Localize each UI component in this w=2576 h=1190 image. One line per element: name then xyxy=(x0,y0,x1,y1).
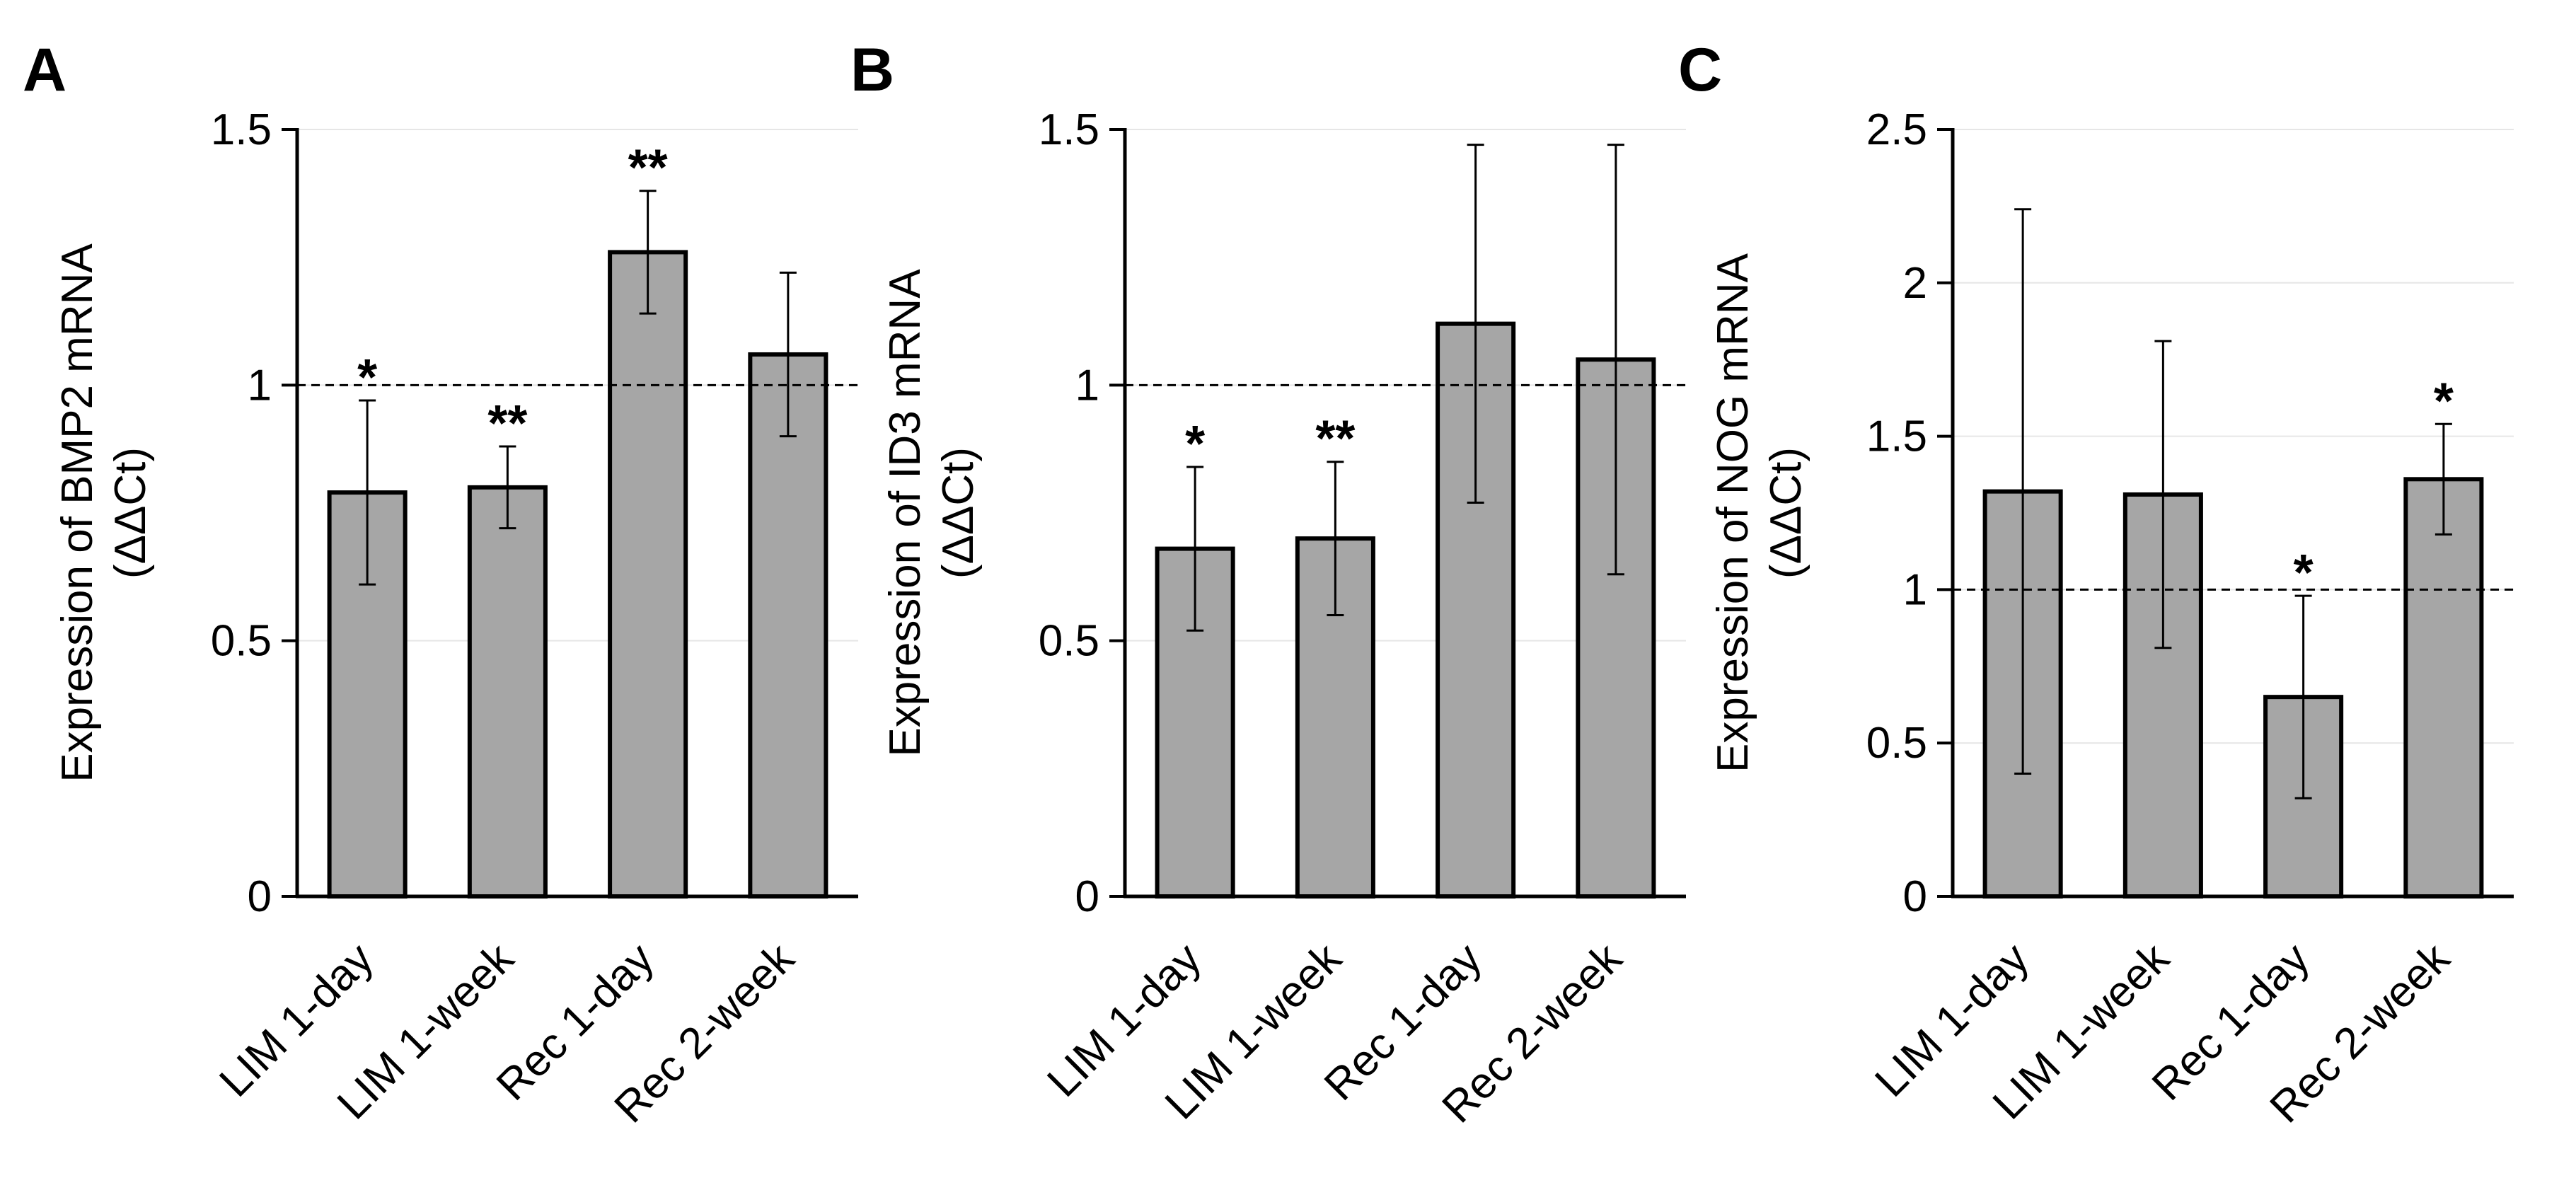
y-tick-label: 0.5 xyxy=(1039,617,1099,666)
bar xyxy=(467,485,548,899)
panel-letter: C xyxy=(1678,36,1722,104)
y-tick-label: 1 xyxy=(248,361,272,410)
y-tick-label: 0 xyxy=(1075,872,1099,921)
significance-label: ** xyxy=(628,140,668,197)
panel-letter: A xyxy=(23,36,67,104)
y-tick-label: 0.5 xyxy=(211,617,272,666)
bar xyxy=(608,250,688,899)
y-tick-label: 1.5 xyxy=(211,105,272,154)
panel-c: C 0 0.5 1 1.5 2 2.5 Expression of NOG mRNA (ΔΔCt… xyxy=(1678,36,2514,1132)
significance-label: * xyxy=(357,350,377,406)
panel-letter: B xyxy=(850,36,894,104)
y-tick-label: 1.5 xyxy=(1866,412,1927,461)
y-axis-title-line2: (ΔΔCt) xyxy=(1762,447,1810,579)
y-tick-label: 1.5 xyxy=(1039,105,1099,154)
y-tick-label: 1 xyxy=(1075,361,1099,410)
significance-label: ** xyxy=(487,395,527,452)
bar xyxy=(2403,477,2484,899)
y-axis-title-line1: Expression of NOG mRNA xyxy=(1709,253,1757,773)
y-tick-label: 1 xyxy=(1903,565,1927,614)
significance-label: * xyxy=(2434,373,2454,429)
bar xyxy=(1155,546,1235,899)
y-tick-label: 0.5 xyxy=(1866,719,1927,768)
y-axis-title-line1: Expression of ID3 mRNA xyxy=(881,269,930,757)
y-tick-label: 0 xyxy=(1903,872,1927,921)
y-axis-title-line1: Expression of BMP2 mRNA xyxy=(53,243,102,782)
significance-label: ** xyxy=(1315,411,1355,468)
significance-label: * xyxy=(1185,416,1205,473)
y-tick-label: 2 xyxy=(1903,259,1927,308)
significance-label: * xyxy=(2294,545,2314,601)
y-tick-label: 2.5 xyxy=(1866,105,1927,154)
y-axis-title-line2: (ΔΔCt) xyxy=(106,447,155,579)
y-axis-title-line2: (ΔΔCt) xyxy=(934,447,983,579)
y-tick-label: 0 xyxy=(248,872,272,921)
